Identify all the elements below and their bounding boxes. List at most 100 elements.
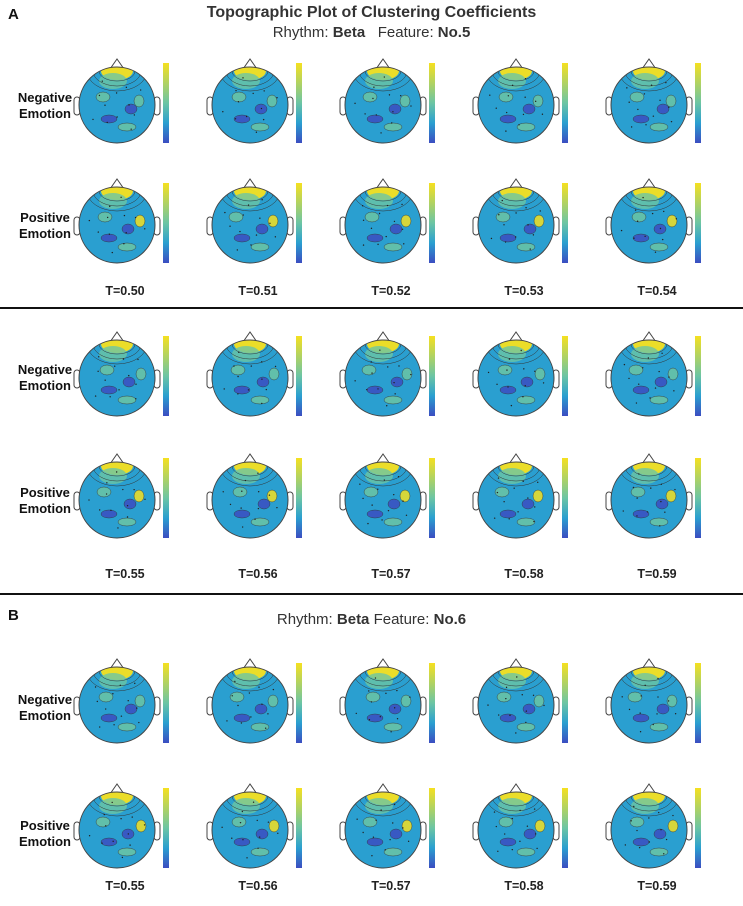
section-divider (0, 593, 743, 595)
topoplot (73, 783, 169, 869)
topoplot (206, 658, 302, 744)
nose-icon (242, 453, 258, 465)
nose-icon (641, 178, 657, 190)
threshold-label: T=0.57 (371, 879, 411, 893)
topoplot (472, 453, 568, 539)
colorbar (296, 788, 302, 868)
colorbar (296, 663, 302, 743)
topoplot (472, 178, 568, 264)
figure-title: Topographic Plot of Clustering Coefficie… (206, 4, 537, 21)
threshold-label: T=0.50 (105, 284, 145, 298)
threshold-label: T=0.54 (637, 284, 677, 298)
rhythm-prefix: Rhythm: (272, 24, 329, 41)
topoplot (605, 453, 701, 539)
colorbar (163, 63, 169, 143)
colorbar (163, 336, 169, 416)
colorbar (695, 63, 701, 143)
threshold-label: T=0.57 (371, 567, 411, 581)
topoplot (472, 783, 568, 869)
nose-icon (641, 453, 657, 465)
nose-icon (508, 658, 524, 670)
threshold-label: T=0.59 (637, 567, 677, 581)
nose-icon (109, 783, 125, 795)
colorbar (163, 788, 169, 868)
topoplot (605, 783, 701, 869)
threshold-label: T=0.59 (637, 879, 677, 893)
colorbar (562, 788, 568, 868)
topoplot (605, 331, 701, 417)
threshold-label: T=0.55 (105, 879, 145, 893)
rhythm-prefix: Rhythm: (276, 611, 333, 628)
topoplot (472, 658, 568, 744)
feature-value: No.6 (433, 611, 467, 628)
row-label-negative: Negative Emotion (17, 90, 73, 121)
topoplot (605, 178, 701, 264)
colorbar (163, 663, 169, 743)
topoplot (339, 178, 435, 264)
colorbar (562, 183, 568, 263)
nose-icon (641, 783, 657, 795)
colorbar (296, 183, 302, 263)
topoplot (605, 658, 701, 744)
threshold-label: T=0.58 (504, 879, 544, 893)
nose-icon (641, 658, 657, 670)
nose-icon (109, 331, 125, 343)
colorbar (429, 458, 435, 538)
topoplot (206, 58, 302, 144)
nose-icon (109, 178, 125, 190)
topoplot (73, 453, 169, 539)
nose-icon (508, 58, 524, 70)
colorbar (429, 183, 435, 263)
threshold-label: T=0.58 (504, 567, 544, 581)
nose-icon (508, 783, 524, 795)
threshold-label: T=0.56 (238, 879, 278, 893)
panel-b-label: B (8, 607, 19, 624)
colorbar (562, 458, 568, 538)
row-label-negative: Negative Emotion (17, 362, 73, 393)
nose-icon (375, 658, 391, 670)
colorbar (562, 336, 568, 416)
row-label-positive: Positive Emotion (19, 818, 71, 849)
threshold-label: T=0.51 (238, 284, 278, 298)
feature-prefix: Feature: (377, 24, 434, 41)
threshold-label: T=0.56 (238, 567, 278, 581)
row-label-negative: Negative Emotion (17, 692, 73, 723)
topoplot (206, 178, 302, 264)
rhythm-value: Beta (336, 611, 370, 628)
nose-icon (375, 453, 391, 465)
colorbar (429, 336, 435, 416)
topoplot (206, 453, 302, 539)
threshold-label: T=0.53 (504, 284, 544, 298)
topoplot (472, 331, 568, 417)
nose-icon (375, 58, 391, 70)
nose-icon (375, 178, 391, 190)
nose-icon (508, 178, 524, 190)
topoplot (339, 58, 435, 144)
nose-icon (641, 331, 657, 343)
nose-icon (375, 331, 391, 343)
topoplot (73, 58, 169, 144)
nose-icon (109, 58, 125, 70)
colorbar (429, 663, 435, 743)
rhythm-value: Beta (332, 24, 366, 41)
topoplot (206, 331, 302, 417)
section-divider (0, 307, 743, 309)
panel-a-label: A (8, 6, 19, 23)
topoplot (339, 331, 435, 417)
row-label-positive: Positive Emotion (19, 210, 71, 241)
nose-icon (242, 58, 258, 70)
colorbar (695, 788, 701, 868)
nose-icon (242, 178, 258, 190)
topoplot (339, 453, 435, 539)
panel-a-subtitle: Rhythm: Beta Feature: No.5 (0, 24, 743, 41)
topoplot (605, 58, 701, 144)
row-label-positive: Positive Emotion (19, 485, 71, 516)
topoplot (73, 658, 169, 744)
topoplot (206, 783, 302, 869)
colorbar (429, 788, 435, 868)
colorbar (695, 183, 701, 263)
colorbar (429, 63, 435, 143)
nose-icon (242, 331, 258, 343)
nose-icon (508, 331, 524, 343)
panel-b-subtitle: Rhythm: Beta Feature: No.6 (0, 611, 743, 628)
